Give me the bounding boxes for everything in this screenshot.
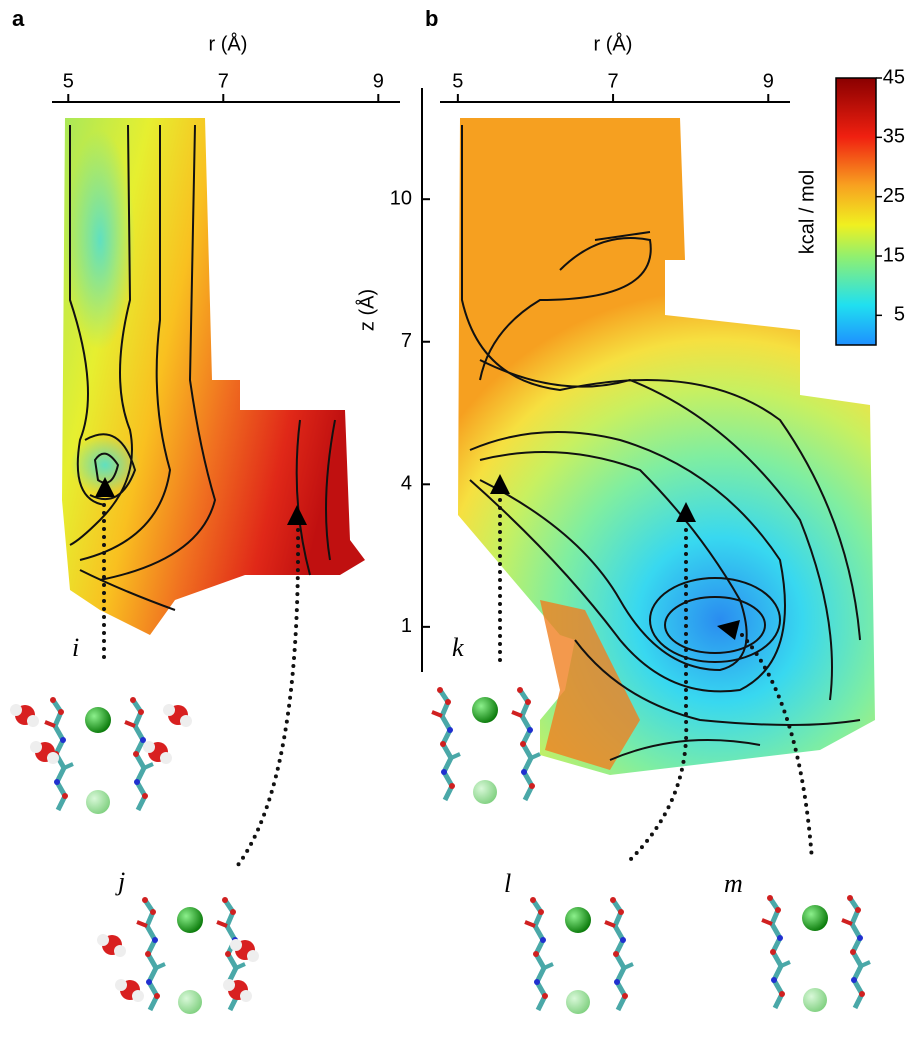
x-tick-label: 5 [63,70,74,92]
structure-label: m [724,869,743,898]
x-tick-label: 5 [452,70,463,92]
structure-label: k [452,633,464,662]
y-tick-label: 4 [401,473,412,495]
figure: a b r (Å) r (Å) z (Å) kcal / mol i j k l… [0,0,907,1042]
colorbar-tick-label: 5 [894,304,905,326]
colorbar-tick-label: 25 [883,185,905,207]
x-axis-title: r (Å) [209,32,248,55]
colorbar-tick-label: 35 [883,126,905,148]
structure-label: j [115,867,125,896]
y-tick-label: 10 [390,187,412,209]
heatmap-a [62,118,365,635]
x-axis-title: r (Å) [594,32,633,55]
y-tick-label: 7 [401,330,412,352]
colorbar-tick-label: 45 [883,66,905,88]
structure-label: i [72,633,79,662]
x-tick-label: 7 [607,70,618,92]
panel-label: b [425,6,438,31]
colorbar-title: kcal / mol [796,170,818,254]
y-tick-label: 1 [401,615,412,637]
panel-label: a [12,6,25,31]
x-tick-label: 7 [218,70,229,92]
structure-label: l [504,869,511,898]
x-tick-label: 9 [373,70,384,92]
x-tick-label: 9 [763,70,774,92]
colorbar-tick-label: 15 [883,244,905,266]
y-axis-title: z (Å) [355,289,378,331]
colorbar [836,78,876,345]
